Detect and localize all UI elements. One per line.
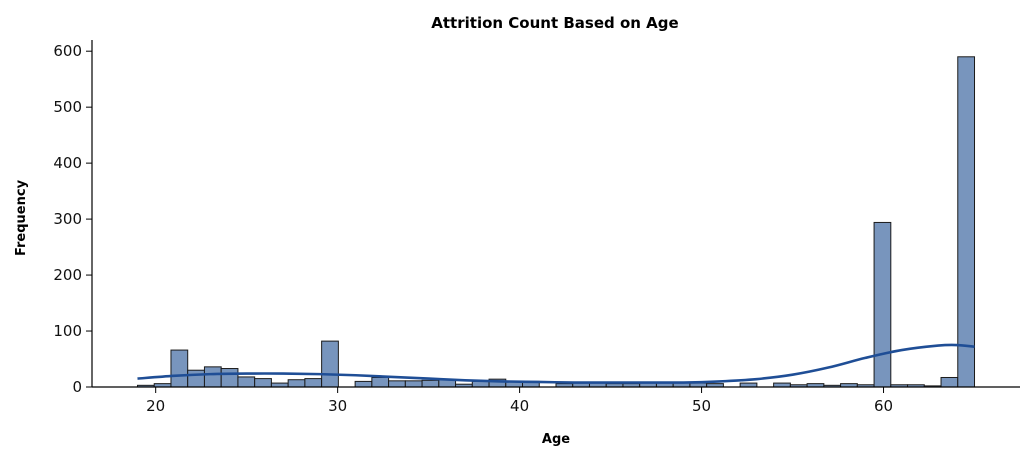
y-tick-label: 100: [53, 322, 82, 340]
y-tick-label: 200: [53, 266, 82, 284]
y-axis-label: Frequency: [14, 179, 29, 256]
x-tick-label: 50: [692, 397, 711, 415]
histogram-bars: [136, 56, 976, 388]
y-tick-label: 500: [53, 98, 82, 116]
histogram-bar: [321, 340, 339, 388]
axes: 0 100 200 300 400 500 600 20 30 40 50 60: [53, 40, 1020, 415]
histogram-bar: [354, 380, 373, 388]
histogram-bar: [957, 56, 976, 388]
histogram-bar: [187, 369, 205, 388]
histogram-bar: [873, 221, 892, 388]
histogram-bar: [254, 378, 272, 388]
histogram-bar: [203, 366, 222, 388]
histogram-bar: [404, 380, 423, 388]
chart-title: Attrition Count Based on Age: [431, 14, 678, 32]
kde-curve: [137, 343, 975, 384]
y-tick-label: 600: [53, 42, 82, 60]
x-tick-label: 30: [328, 397, 347, 415]
x-axis-label: Age: [542, 432, 570, 447]
histogram-bar: [237, 376, 256, 388]
x-tick-label: 60: [874, 397, 893, 415]
y-tick-label: 400: [53, 154, 82, 172]
histogram-bar: [170, 349, 189, 388]
histogram-bar: [421, 379, 440, 388]
histogram-bar: [304, 378, 323, 388]
x-tick-label: 20: [146, 397, 165, 415]
histogram-bar: [388, 380, 406, 388]
x-tick-label: 40: [510, 397, 529, 415]
y-tick-label: 0: [72, 378, 82, 396]
histogram-bar: [220, 368, 239, 388]
histogram-bar: [371, 376, 390, 388]
histogram-bar: [287, 379, 306, 388]
y-tick-label: 300: [53, 210, 82, 228]
histogram-bar: [940, 376, 959, 388]
